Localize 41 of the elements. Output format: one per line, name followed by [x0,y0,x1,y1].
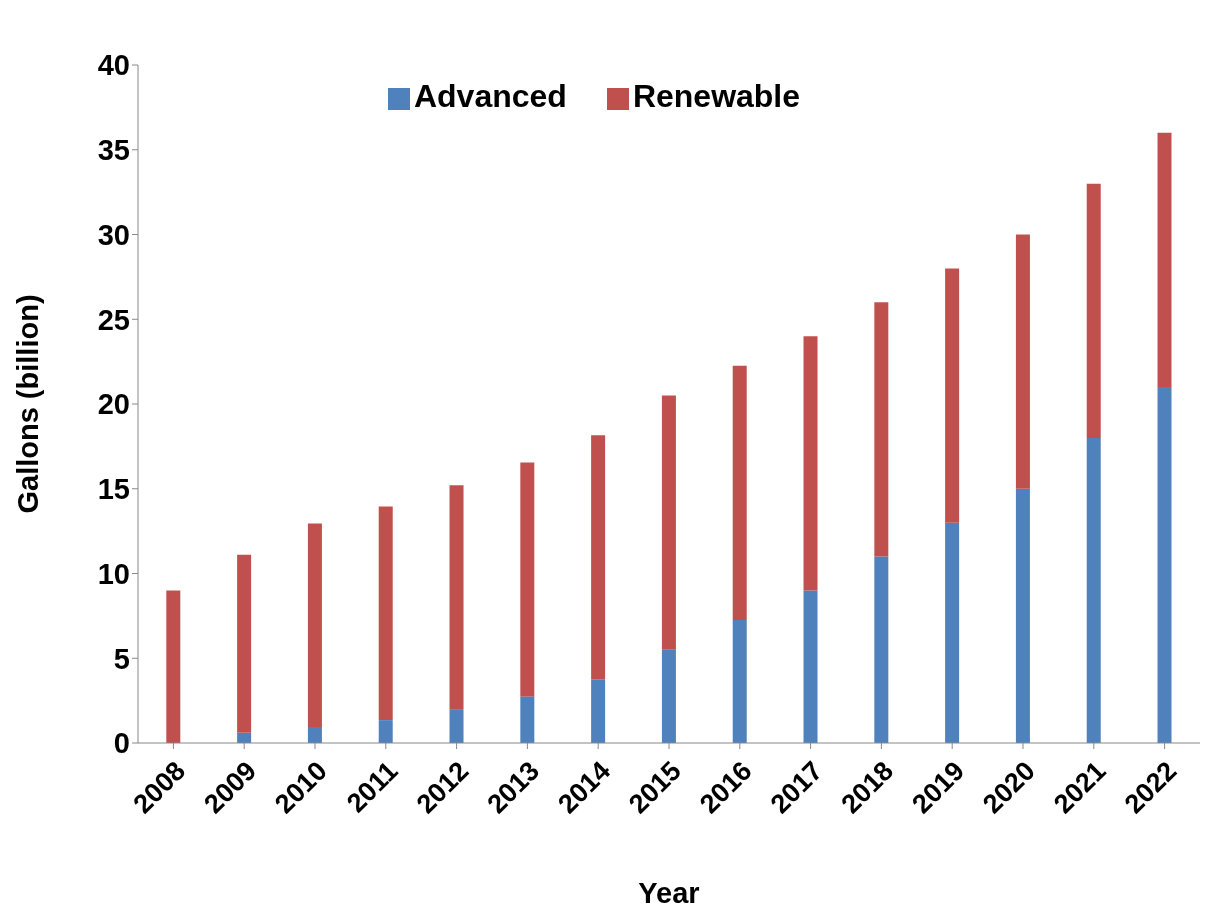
bar [945,268,960,523]
y-tick-label: 5 [113,642,130,675]
y-tick-label: 10 [97,557,130,590]
bar [449,709,464,743]
bar [1086,437,1101,743]
bar [1015,488,1030,743]
bar [378,720,393,743]
bar [307,523,322,727]
bar [520,462,535,697]
bar [307,726,322,743]
bar [237,554,252,733]
bar [520,696,535,743]
bar [874,556,889,743]
bar [803,590,818,743]
legend-label: Advanced [413,78,567,114]
bar [1086,183,1101,438]
bar [591,679,606,743]
bar [166,590,181,743]
bar [1157,132,1172,388]
bar [1157,387,1172,743]
bar [661,649,676,743]
y-tick-label: 40 [97,49,130,82]
y-tick-label: 35 [97,134,130,167]
y-tick-label: 25 [97,303,130,336]
bar [732,620,747,743]
y-axis-title: Gallons (billion) [12,294,45,514]
bar [945,522,960,743]
bar [874,302,889,557]
bar [732,365,747,621]
y-tick-label: 30 [97,218,130,251]
bar [1015,234,1030,489]
y-tick-label: 0 [113,727,130,760]
legend-label: Renewable [632,78,801,114]
x-axis-title: Year [638,877,700,909]
bar [661,395,676,650]
y-tick-label: 20 [97,388,130,421]
bar [803,336,818,591]
bar [378,506,393,721]
bar [591,435,606,680]
bar [449,485,464,710]
y-tick-label: 15 [97,473,130,506]
